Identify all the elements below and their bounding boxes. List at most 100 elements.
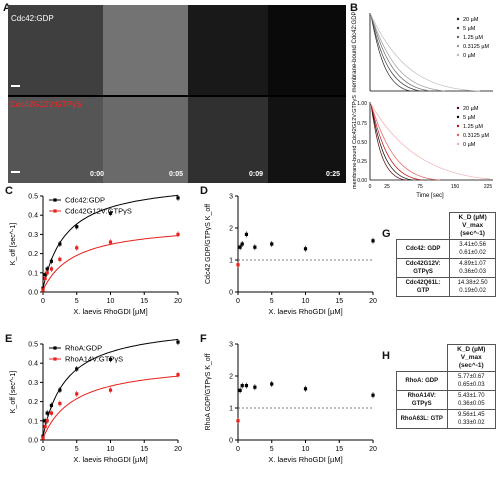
data-point [238, 245, 242, 249]
kinetics-table-g: K_D (µM) V_max (sec^-1) Cdc42: GDP 3.41±0… [395, 212, 496, 297]
y-tick-label: 0.3 [28, 232, 38, 239]
data-point [176, 373, 180, 377]
y-tick-label: 0 [229, 438, 233, 445]
x-tick-label: 10 [107, 446, 115, 453]
data-point [75, 367, 79, 371]
data-point [43, 276, 47, 281]
fit-curve [42, 375, 179, 439]
micro-tile-bottom-1 [8, 97, 103, 183]
data-point [41, 436, 45, 440]
x-tick-label: 0 [41, 298, 45, 305]
table-row: Cdc42Q61L: GTP 14.38±2.50 0.19±0.02 [395, 277, 496, 297]
x-tick-label: 5 [75, 446, 79, 453]
legend-label: RhoA14V:GTPγS [65, 355, 123, 364]
y-tick-label: 0 [229, 290, 233, 297]
data-point [238, 388, 242, 392]
svg-text:5 µM: 5 µM [463, 26, 476, 32]
table-row: RhoA14V: GTPγS 5.43±1.70 0.36±0.05 [396, 390, 497, 410]
table-corner [396, 212, 451, 240]
panel-b-top-axes: membrane-bound Cdc42:GDP [352, 11, 493, 93]
y-tick-label: 0.0 [28, 290, 38, 297]
table-corner [396, 344, 448, 372]
data-point [371, 239, 375, 243]
data-point [303, 387, 308, 391]
data-point [75, 392, 79, 396]
data-point [108, 211, 113, 215]
x-tick-label: 15 [335, 446, 343, 453]
chart-d: 0 5 10 15 20 0 1 2 3 X. laevis RhoGDI [µM] Cdc42 G… [205, 194, 377, 317]
x-tick-label: 15 [140, 298, 148, 305]
panel-label-b: B [350, 2, 358, 14]
decay-curve-top [370, 14, 411, 92]
time-label: 0:00 [90, 171, 105, 178]
decay-curve-top [370, 14, 446, 92]
x-tick-label: 15 [335, 298, 343, 305]
table-row: Cdc42: GDP 3.41±0.56 0.61±0.02 [395, 239, 496, 259]
data-point [253, 245, 257, 249]
y-axis-label: RhoA GDP/GTPγS K_off [205, 353, 212, 430]
x-tick-label: 20 [369, 446, 377, 453]
decay-curve-bottom [370, 103, 441, 181]
y-tick-label: 0.4 [28, 213, 38, 220]
data-point [43, 419, 47, 423]
ytick-label: 1.00 [357, 101, 367, 107]
row-values: 3.41±0.56 0.61±0.02 [449, 239, 496, 259]
kinetics-table-h: K_D (µM) V_max (sec^-1) RhoA: GDP 5.77±0.… [396, 344, 497, 429]
y-axis-label: Cdc42 GDP/GTPγS K_off [205, 204, 212, 284]
micro-tile-top-3 [188, 5, 268, 95]
data-point [236, 419, 240, 423]
time-label: 0:05 [169, 171, 184, 178]
y-axis-label: K_off [sec^-1] [10, 371, 17, 414]
xtick-label: 25 [384, 184, 390, 190]
time-label: 0:09 [249, 171, 264, 178]
table-header-row: K_D (µM) V_max (sec^-1) [396, 212, 496, 240]
data-point [176, 196, 180, 200]
table-row: Cdc42G12V: GTPγS 4.89±1.07 0.36±0.03 [395, 258, 496, 278]
panel-label-c: C [5, 185, 13, 197]
table-header: K_D (µM) V_max (sec^-1) [449, 212, 496, 240]
x-tick-label: 0 [41, 446, 45, 453]
legend-marker [53, 198, 57, 202]
ylabel-top: membrane-bound Cdc42:GDP [352, 11, 358, 92]
x-tick-label: 10 [107, 298, 115, 305]
y-tick-label: 2 [229, 374, 233, 381]
legend-top: 20 µM 5 µM 1.25 µM 0.3125 µM 0 µM [456, 17, 490, 59]
data-point [240, 242, 244, 246]
x-tick-label: 10 [302, 298, 310, 305]
x-tick-label: 0 [236, 446, 240, 453]
table-header: K_D (µM) V_max (sec^-1) [446, 344, 497, 372]
data-point [108, 240, 113, 244]
y-tick-label: 0.3 [28, 380, 38, 387]
panel-label-d: D [200, 185, 208, 197]
data-point [45, 271, 49, 275]
micro-tile-bottom-4 [268, 97, 346, 183]
fit-curve [42, 338, 179, 437]
legend-marker [53, 209, 57, 213]
ylabel-bottom: membrane-bound Cdc42G12V:GTPγS [352, 95, 358, 189]
row-values: 9.56±1.45 0.33±0.02 [446, 409, 497, 429]
scale-bar-top [11, 85, 20, 87]
data-point [253, 385, 257, 389]
row-label: RhoA: GDP [396, 371, 448, 391]
decay-curve-bottom [370, 103, 406, 181]
y-tick-label: 0.4 [28, 361, 38, 368]
y-tick-label: 0.5 [28, 194, 38, 201]
microscopy-panel: Cdc42:GDP Cdc42G12V:GTPγS 0:00 0:05 0:09… [8, 5, 346, 183]
chart-e: 0 5 10 15 20 0.0 0.1 0.2 0.3 0.4 0.5 X. laevis RhoG… [10, 338, 182, 464]
y-axis-label: K_off [sec^-1] [10, 223, 17, 266]
svg-text:5 µM: 5 µM [463, 115, 476, 121]
svg-text:0.3125 µM: 0.3125 µM [463, 133, 490, 139]
data-point [240, 384, 244, 388]
chart-f: 0 5 10 15 20 0 1 2 3 X. laevis RhoGDI [µM] RhoA GD… [205, 342, 377, 465]
svg-text:0 µM: 0 µM [463, 53, 476, 59]
data-point [58, 242, 62, 246]
row-label: Cdc42Q61L: GTP [395, 277, 451, 297]
xtick-label: 75 [417, 184, 423, 190]
svg-text:20 µM: 20 µM [463, 106, 479, 112]
panel-b-decay-plots: membrane-bound Cdc42:GDP 1.00 0.75 0.50 … [352, 11, 493, 199]
svg-text:20 µM: 20 µM [463, 17, 479, 23]
y-tick-label: 2 [229, 226, 233, 233]
data-point [236, 263, 240, 267]
data-point [45, 411, 49, 415]
micro-tile-bottom-3 [188, 97, 268, 183]
